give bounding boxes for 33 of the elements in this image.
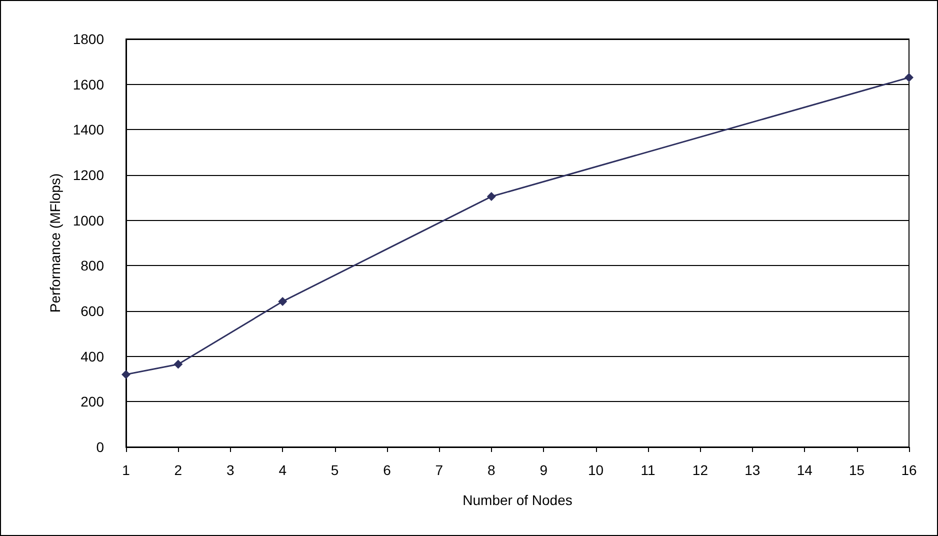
y-tick-label: 0 [96, 439, 104, 455]
x-tick-label: 8 [488, 462, 496, 478]
x-tick-label: 11 [640, 462, 656, 478]
y-tick-label: 1400 [72, 122, 104, 138]
x-tick-label: 7 [435, 462, 444, 478]
y-tick-label: 1800 [72, 31, 104, 47]
x-tick-label: 3 [226, 462, 234, 478]
x-tick-label: 13 [744, 462, 760, 478]
x-tick-label: 16 [901, 462, 917, 478]
x-tick-label: 15 [849, 462, 865, 478]
point [904, 73, 914, 82]
x-tick-label: 10 [588, 462, 604, 478]
point [486, 192, 496, 202]
y-tick-label: 600 [80, 303, 104, 319]
y-tick-label: 1600 [72, 76, 104, 92]
point [174, 360, 183, 369]
point [122, 370, 130, 379]
x-axis-title: Number of Nodes [462, 492, 572, 508]
x-tick-label: 6 [383, 462, 392, 478]
x-tick-label: 14 [796, 462, 813, 478]
y-tick-label: 400 [80, 348, 104, 364]
y-tick-label: 200 [80, 394, 104, 410]
x-tick-label: 4 [278, 462, 287, 478]
point [278, 296, 288, 306]
y-tick-label: 1000 [72, 212, 104, 228]
y-tick-label: 1200 [72, 167, 104, 183]
x-tick-label: 9 [540, 462, 548, 478]
y-axis-title: Performance (MFlops) [46, 173, 63, 313]
y-tick-label: 800 [80, 258, 104, 274]
x-tick-label: 5 [330, 462, 339, 478]
x-tick-label: 1 [122, 462, 130, 478]
x-tick-label: 12 [692, 462, 708, 478]
x-tick-label: 2 [174, 462, 182, 478]
